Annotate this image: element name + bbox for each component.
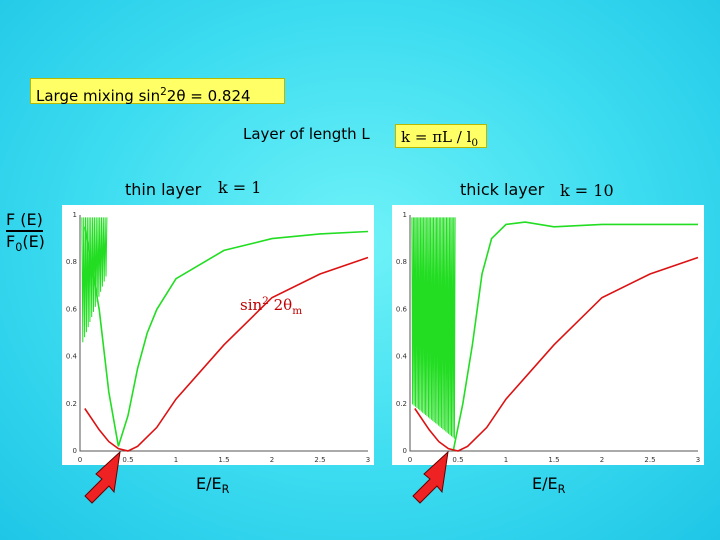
- x-tick-label: 0: [78, 456, 82, 464]
- y-tick-label: 0: [73, 447, 77, 455]
- k-formula: k = πL / l0: [395, 124, 487, 149]
- ratio-denominator: F0(E): [6, 232, 45, 255]
- ee-left-sub: R: [221, 483, 230, 497]
- ratio-den-a: F: [6, 232, 16, 251]
- y-tick-label: 0.2: [66, 400, 77, 408]
- x-tick-label: 1: [504, 456, 508, 464]
- x-tick-label: 1.5: [218, 456, 229, 464]
- layer-length-label: Layer of length L: [243, 125, 370, 143]
- k-formula-main: k = πL / l: [401, 128, 472, 146]
- mixing-sup: 2: [160, 86, 167, 98]
- green-series-line: [84, 226, 369, 447]
- thick-layer-label: thick layer: [460, 180, 545, 199]
- resonance-arrow-right: [412, 450, 449, 504]
- y-axis-ratio-label: F (E) F0(E): [6, 210, 45, 257]
- x-tick-label: 1: [174, 456, 178, 464]
- x-axis-label-left: E/ER: [196, 474, 229, 496]
- y-tick-label: 0: [403, 447, 407, 455]
- plot-thick-layer: 0 0.5 1 1.5 2 2.5 3 0 0.2 0.4 0.6 0.8 1: [392, 205, 704, 465]
- mixing-angle-label: Large mixing sin22θ = 0.824: [30, 78, 285, 105]
- y-tick-label: 0.8: [66, 258, 77, 266]
- sin-sup: 2: [262, 295, 269, 307]
- y-tick-label: 0.4: [66, 353, 78, 361]
- resonance-arrow-left: [84, 450, 121, 504]
- axes: [79, 215, 368, 452]
- x-tick-label: 3: [696, 456, 700, 464]
- y-tick-label: 0.4: [396, 353, 408, 361]
- plot-thin-layer: 0 0.5 1 1.5 2 2.5 3 0 0.2 0.4 0.6 0.8 1: [62, 205, 374, 465]
- y-tick-label: 0.8: [396, 258, 407, 266]
- y-tick-label: 1: [73, 211, 77, 219]
- plot-svg-0: 0 0.5 1 1.5 2 2.5 3 0 0.2 0.4 0.6 0.8 1: [66, 211, 370, 464]
- x-tick-label: 1.5: [548, 456, 559, 464]
- green-series-line: [452, 221, 698, 452]
- plot-svg-1: 0 0.5 1 1.5 2 2.5 3 0 0.2 0.4 0.6 0.8 1: [396, 211, 700, 464]
- ee-left-a: E/E: [196, 474, 222, 493]
- sin-a: sin: [240, 296, 263, 314]
- axes: [409, 215, 698, 452]
- x-tick-label: 0: [408, 456, 412, 464]
- x-tick-label: 2: [600, 456, 604, 464]
- ratio-numerator: F (E): [6, 210, 43, 232]
- mixing-prefix: Large mixing sin: [36, 87, 161, 105]
- oscillation-mark: [81, 217, 108, 343]
- ee-right-a: E/E: [532, 474, 558, 493]
- thin-k-value: k = 1: [218, 178, 262, 197]
- ratio-den-sub: 0: [15, 241, 23, 255]
- x-tick-label: 2.5: [644, 456, 655, 464]
- x-tick-label: 3: [366, 456, 370, 464]
- y-tick-label: 1: [403, 211, 407, 219]
- y-tick-label: 0.6: [66, 305, 78, 313]
- k-formula-sub: 0: [471, 137, 479, 149]
- oscillation-mark: [411, 217, 456, 439]
- sin-b: 2θ: [268, 296, 293, 314]
- thick-k-value: k = 10: [560, 181, 614, 200]
- y-tick-label: 0.2: [396, 400, 407, 408]
- x-tick-label: 0.5: [122, 456, 133, 464]
- thin-layer-label: thin layer: [125, 180, 202, 199]
- x-tick-label: 0.5: [452, 456, 463, 464]
- red-series-line: [84, 256, 369, 452]
- ratio-den-b: (E): [22, 232, 45, 251]
- sin-sub: m: [292, 305, 303, 317]
- red-series-line: [414, 256, 699, 452]
- ee-right-sub: R: [557, 483, 566, 497]
- x-tick-label: 2: [270, 456, 274, 464]
- y-tick-label: 0.6: [396, 305, 408, 313]
- x-axis-label-right: E/ER: [532, 474, 565, 496]
- sin2-theta-m-label: sin2 2θm: [240, 295, 302, 317]
- mixing-suffix: 2θ = 0.824: [166, 87, 251, 105]
- x-tick-label: 2.5: [314, 456, 325, 464]
